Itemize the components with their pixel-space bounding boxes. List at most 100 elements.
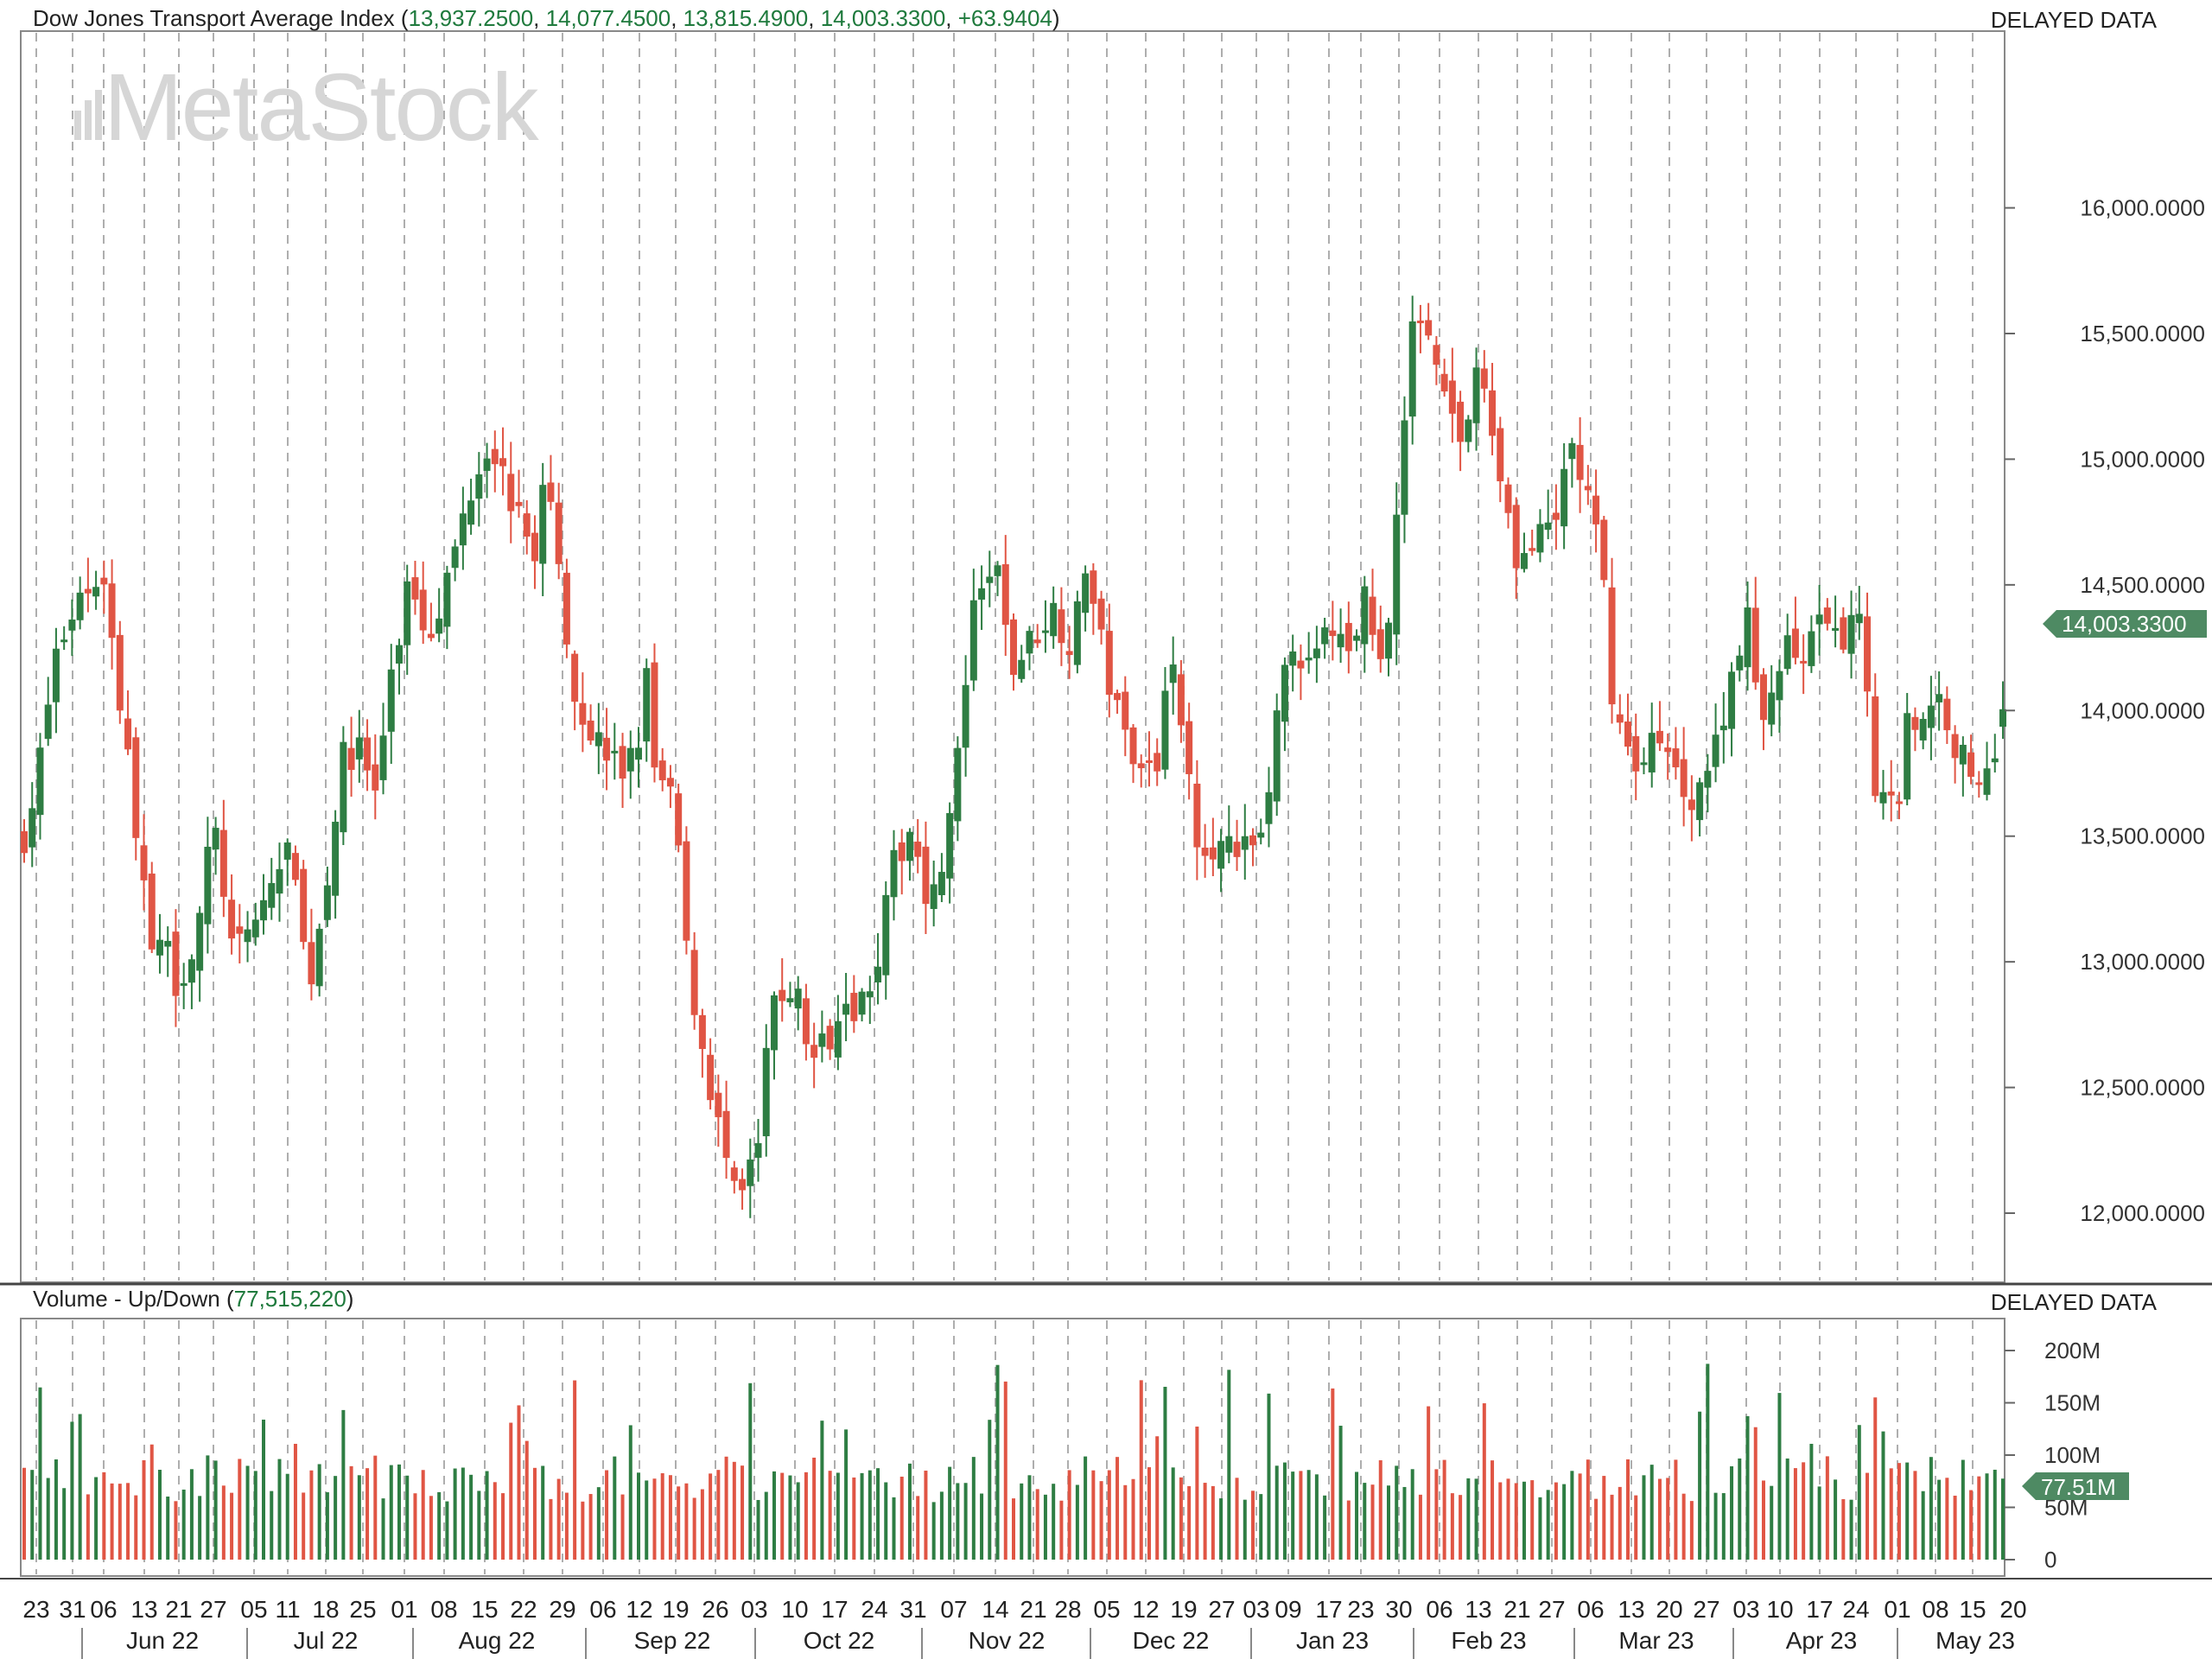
candle-body — [531, 532, 538, 562]
candle-body — [1440, 373, 1448, 392]
x-tick-label: 03 — [741, 1596, 767, 1623]
volume-bar — [1913, 1471, 1917, 1560]
volume-bar — [1961, 1459, 1965, 1560]
candle-body — [858, 991, 866, 1015]
candle-body — [1281, 664, 1288, 722]
candle-body — [1177, 674, 1185, 726]
volume-bar — [588, 1494, 593, 1560]
candle-body — [372, 764, 379, 791]
volume-value: 77,515,220 — [234, 1286, 346, 1312]
volume-bar — [1530, 1480, 1535, 1560]
candle-body — [1648, 733, 1656, 772]
month-label: Oct 22 — [804, 1627, 874, 1654]
volume-bar — [1163, 1386, 1167, 1560]
month-label: Mar 23 — [1618, 1627, 1694, 1654]
volume-bar — [700, 1489, 704, 1560]
candle-body — [1321, 627, 1329, 645]
volume-bar — [1594, 1498, 1599, 1560]
candle-body — [1672, 748, 1680, 768]
candle-body — [563, 572, 570, 645]
volume-bar — [1195, 1427, 1199, 1560]
candle-body — [1472, 367, 1480, 423]
candle-body — [236, 926, 244, 934]
volume-bar — [1243, 1499, 1247, 1560]
candle-body — [1480, 368, 1488, 389]
candle-body — [594, 732, 602, 747]
volume-bar — [421, 1470, 425, 1560]
volume-bar — [524, 1440, 529, 1560]
volume-bars — [22, 1363, 2005, 1560]
candle-body — [969, 600, 977, 681]
volume-bar — [1706, 1363, 1710, 1560]
candle-body — [1904, 713, 1911, 800]
candle-body — [435, 618, 443, 634]
volume-bar — [501, 1493, 505, 1560]
candle-body — [539, 485, 547, 564]
volume-bar — [668, 1475, 672, 1560]
volume-bar — [1817, 1486, 1821, 1560]
candle-body — [515, 501, 523, 506]
volume-bar — [1299, 1471, 1303, 1560]
candle-body — [1512, 505, 1520, 569]
candle-body — [1959, 744, 1967, 765]
x-axis-months: Jun 22 Jul 22 Aug 22 Sep 22 Oct 22 Nov 22 Dec … — [81, 1627, 2015, 1659]
volume-bar — [692, 1497, 696, 1560]
volume-bar — [1395, 1465, 1399, 1560]
volume-bar — [1921, 1491, 1925, 1560]
volume-bar — [1522, 1481, 1526, 1560]
candle-body — [1680, 759, 1688, 798]
x-tick-label: 30 — [1385, 1596, 1412, 1623]
volume-bar — [1482, 1403, 1486, 1560]
candle-body — [523, 513, 531, 537]
candle-body — [347, 747, 355, 770]
x-tick-label: 19 — [662, 1596, 689, 1623]
volume-bar — [1770, 1485, 1774, 1560]
volume-bar — [1084, 1456, 1088, 1560]
candle-body — [715, 1092, 722, 1117]
x-tick-label: 27 — [1538, 1596, 1565, 1623]
volume-bar — [334, 1476, 338, 1560]
volume-bar — [1777, 1393, 1782, 1560]
metastock-logo-icon — [74, 90, 102, 140]
volume-bar — [453, 1468, 457, 1560]
candle-body — [1872, 696, 1879, 797]
candle-body — [1353, 635, 1361, 641]
candle-body — [834, 1020, 842, 1058]
volume-bar — [1410, 1469, 1414, 1560]
volume-bar — [1075, 1484, 1079, 1560]
candle-body — [1560, 468, 1568, 527]
x-tick-label: 05 — [1093, 1596, 1120, 1623]
candle-body — [1808, 631, 1815, 666]
volume-bar — [381, 1498, 385, 1560]
volume-tick-label: 150M — [2044, 1390, 2101, 1416]
volume-bar — [716, 1470, 721, 1560]
candle-body — [826, 1026, 834, 1050]
volume-bar — [1091, 1470, 1096, 1560]
x-tick-label: 05 — [240, 1596, 267, 1623]
volume-bar — [573, 1380, 577, 1560]
candle-body — [1433, 345, 1440, 365]
volume-bar — [38, 1387, 42, 1560]
candle-body — [747, 1159, 754, 1186]
volume-bar — [1035, 1489, 1039, 1560]
candle-body — [643, 668, 651, 742]
candle-body — [698, 1014, 706, 1050]
candle-body — [818, 1033, 826, 1047]
candle-body — [1361, 586, 1369, 645]
volume-bar — [1442, 1459, 1446, 1560]
volume-bar — [213, 1460, 218, 1560]
candle-body — [204, 846, 212, 925]
volume-tick-label: 200M — [2044, 1338, 2101, 1363]
candle-body — [739, 1179, 747, 1191]
candle-body — [1927, 705, 1935, 728]
candle-body — [1225, 836, 1233, 853]
volume-bar — [285, 1473, 289, 1560]
price-tick-label: 15,500.0000 — [2080, 321, 2205, 346]
volume-bar — [1897, 1463, 1901, 1560]
volume-bar — [485, 1471, 489, 1560]
month-label: Dec 22 — [1133, 1627, 1210, 1654]
volume-bar — [110, 1483, 114, 1560]
candle-body — [1289, 651, 1297, 666]
volume-bar — [270, 1491, 274, 1560]
ohlc-close: 14,003.3300 — [821, 5, 946, 31]
